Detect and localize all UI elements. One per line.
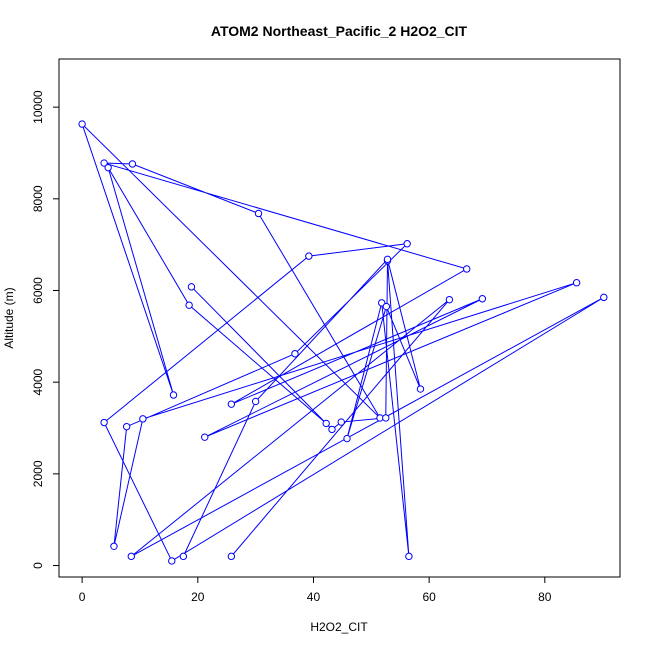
- data-point-12: [572, 279, 581, 287]
- data-point-34: [382, 302, 391, 311]
- y-axis: 0 2000 4000 6000 8000 10000: [31, 90, 60, 569]
- data-point-26: [187, 283, 196, 291]
- series-layer: [78, 120, 608, 565]
- data-point-7: [403, 240, 411, 248]
- series-line-0: [81, 123, 605, 562]
- data-point-2: [127, 552, 135, 561]
- data-point-6: [305, 252, 313, 260]
- data-point-29: [382, 414, 390, 422]
- data-point-5: [100, 418, 108, 427]
- data-point-25: [322, 419, 330, 428]
- data-point-15: [227, 400, 236, 408]
- data-point-28: [337, 418, 345, 426]
- data-point-13: [201, 433, 209, 441]
- y-tick-label-2: 4000: [31, 369, 45, 396]
- data-point-21: [78, 120, 86, 128]
- data-point-0: [227, 552, 236, 561]
- data-point-35: [416, 385, 425, 393]
- data-point-8: [291, 350, 299, 358]
- data-point-31: [405, 552, 413, 561]
- x-tick-label-1: 20: [191, 590, 205, 604]
- data-point-1: [445, 295, 454, 304]
- y-tick-label-5: 10000: [31, 90, 45, 124]
- data-point-4: [168, 557, 176, 565]
- data-point-38: [179, 552, 188, 561]
- x-tick-label-0: 0: [79, 590, 86, 604]
- data-point-9: [122, 422, 131, 431]
- y-tick-label-1: 2000: [31, 460, 45, 487]
- data-point-19: [254, 209, 263, 218]
- data-point-33: [343, 434, 351, 443]
- data-point-14: [478, 295, 487, 303]
- chart-title: ATOM2 Northeast_Pacific_2 H2O2_CIT: [211, 23, 468, 39]
- data-point-37: [251, 397, 260, 406]
- data-point-23: [104, 163, 112, 172]
- data-point-18: [128, 160, 137, 168]
- data-point-16: [463, 265, 471, 273]
- data-point-10: [110, 542, 118, 550]
- data-point-11: [139, 415, 147, 423]
- plot-frame: [58, 58, 621, 578]
- y-tick-label-4: 8000: [31, 185, 45, 212]
- x-axis-label: H2O2_CIT: [310, 620, 368, 634]
- y-tick-label-0: 0: [31, 562, 45, 569]
- x-tick-label-4: 80: [538, 590, 552, 604]
- x-axis: 0 20 40 60 80: [79, 576, 552, 604]
- data-point-3: [600, 293, 608, 302]
- y-tick-label-3: 6000: [31, 277, 45, 304]
- x-tick-label-2: 40: [307, 590, 321, 604]
- data-point-22: [169, 391, 178, 399]
- x-tick-label-3: 60: [422, 590, 436, 604]
- data-point-17: [100, 159, 108, 167]
- data-point-24: [185, 301, 193, 309]
- data-point-36: [383, 255, 392, 264]
- data-point-27: [328, 425, 336, 434]
- y-axis-label: Altitude (m): [2, 287, 16, 348]
